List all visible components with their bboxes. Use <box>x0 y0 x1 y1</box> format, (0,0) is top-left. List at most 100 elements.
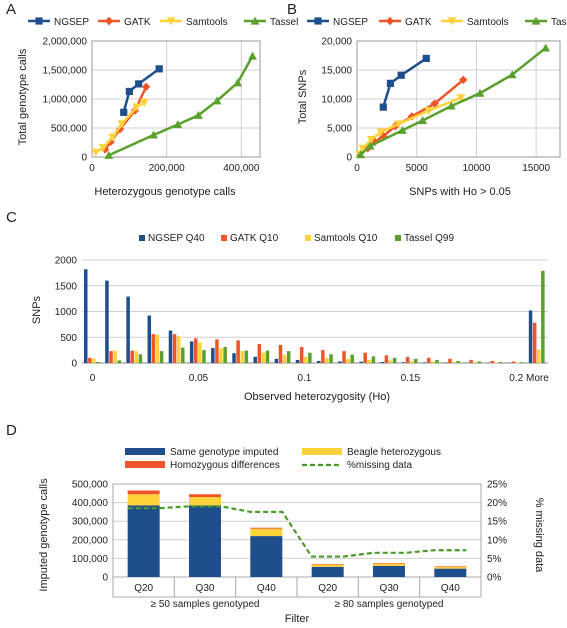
panel-b-legend-marker-1 <box>385 16 395 26</box>
panel-b-xtick-0: 0 <box>354 163 360 174</box>
panel-d-bar-0-5 <box>434 568 467 577</box>
panel-c-bar-1-15 <box>405 356 410 363</box>
panel-b-axes: 0 5,000 10,000 15,000 20,000 0 5000 10000 15000 <box>321 37 561 174</box>
panel-d-label: D <box>6 422 17 439</box>
panel-a-point-3-2 <box>173 120 183 129</box>
panel-b-ylabel: Total SNPs <box>297 69 309 124</box>
panel-d-xtick-5: Q40 <box>441 583 460 594</box>
panel-c-label: C <box>6 209 17 226</box>
panel-d-bar-1-2 <box>250 528 283 537</box>
panel-d-bar-2-3 <box>311 563 344 565</box>
panel-a-point-2-5 <box>139 98 149 107</box>
panel-a-xlabel: Heterozygous genotype calls <box>94 186 236 198</box>
panel-d-legend-label-3: %missing data <box>347 460 412 471</box>
panel-c-bar-1-16 <box>427 357 431 363</box>
panel-d-bar-1-4 <box>373 563 405 566</box>
panel-a-point-3-6 <box>248 51 257 60</box>
panel-a-point-2-0 <box>91 148 101 157</box>
panel-a-point-3-5 <box>233 78 242 87</box>
panel-a-point-3-4 <box>212 96 222 105</box>
panel-c-bar-3-18 <box>477 361 482 363</box>
panel-b-point-3-6 <box>507 70 517 79</box>
panel-c-bar-0-4 <box>168 330 173 363</box>
panel-c-bar-2-0 <box>92 358 96 363</box>
panel-c-ytick-1: 500 <box>60 333 77 344</box>
panel-c-xlabel: Observed heterozygosity (Ho) <box>244 391 390 403</box>
panel-d-bar-1-1 <box>189 497 221 506</box>
panel-d-ytick-1: 100,000 <box>72 554 109 565</box>
panel-b-point-3-2 <box>397 125 407 134</box>
panel-b-ytick-1: 5,000 <box>327 124 352 135</box>
panel-b-point-0-2 <box>397 71 405 79</box>
panel-d-ytick-4: 400,000 <box>72 498 109 509</box>
panel-c-bar-2-7 <box>240 351 244 363</box>
panel-b-legend-marker-0 <box>314 17 322 25</box>
panel-d-bar-0-0 <box>127 505 160 577</box>
panel-a-point-2-1 <box>98 144 108 153</box>
panel-b-frame <box>356 40 561 158</box>
panel-d-y2tick-2: 10% <box>487 535 507 546</box>
panel-d-legend-label-2: Homozygous differences <box>170 460 280 471</box>
panel-b-ytick-0: 0 <box>346 153 352 164</box>
panel-c-bar-0-5 <box>189 341 194 363</box>
panel-c-bar-3-0 <box>96 361 100 363</box>
panel-b-xtick-3: 15000 <box>522 163 550 174</box>
panel-c-bar-2-5 <box>198 342 202 363</box>
panel-c-bar-0-14 <box>380 361 385 363</box>
panel-a-point-3-0 <box>104 150 114 159</box>
panel-a-point-0-2 <box>135 80 143 88</box>
panel-b-point-1-5 <box>430 99 439 108</box>
panel-b-point-2-3 <box>376 128 386 137</box>
panel-c-legend-swatch-2 <box>305 235 311 241</box>
panel-c-bar-1-11 <box>321 350 325 363</box>
panel-b-legend: NGSEP GATK Samtools Tassel <box>307 16 567 28</box>
panel-a-series-line-0 <box>122 67 160 113</box>
panel-c-bar-1-3 <box>151 334 156 363</box>
panel-d-legend-swatch-0 <box>125 448 165 455</box>
panel-c-bar-1-10 <box>299 347 304 363</box>
panel-b-point-2-5 <box>424 107 434 115</box>
panel-a-ytick-4: 2,000,000 <box>43 37 88 48</box>
panel-c-bar-2-8 <box>261 352 266 363</box>
panel-b-point-2-4 <box>394 120 404 129</box>
panel-c-bar-1-6 <box>215 339 219 363</box>
panel-c-bar-1-4 <box>172 334 177 363</box>
panel-b-ytick-3: 15,000 <box>321 66 352 77</box>
panel-c-xtick-4: 0.2 <box>509 373 523 384</box>
panel-d-bar-1-3 <box>311 564 344 567</box>
panel-d-xtick-2: Q40 <box>257 583 276 594</box>
panel-b-xtick-2: 10000 <box>463 163 491 174</box>
panel-c-legend-swatch-0 <box>139 235 145 241</box>
panel-d-ylabel: Imputed genotype calls <box>38 478 50 592</box>
panel-a-legend: NGSEP GATK Samtools Tassel <box>28 16 298 28</box>
panel-c-ytick-3: 1500 <box>55 281 78 292</box>
panel-d-y2label: % missing data <box>533 498 545 573</box>
panel-c-bar-0-1 <box>105 280 109 363</box>
panel-a-legend-label-1: GATK <box>124 17 151 28</box>
panel-c-bar-2-4 <box>176 336 181 363</box>
panel-d-ytick-2: 200,000 <box>72 535 109 546</box>
panel-a-point-0-0 <box>120 108 128 116</box>
panel-b-point-2-6 <box>456 94 466 103</box>
panel-b-series-line-0 <box>382 57 427 108</box>
panel-c-bar-2-20 <box>515 362 520 363</box>
panel-d-axes: 0 100,000 200,000 300,000 400,000 500,000 0% 5%… <box>72 480 507 611</box>
panel-c-bar-1-21 <box>532 322 537 363</box>
panel-c-bar-2-17 <box>452 361 456 363</box>
panel-d-bar-1-5 <box>434 566 467 569</box>
panel-a: A NGSEP GATK Samtools Tassel 0 500,000 1,000,… <box>6 1 298 198</box>
panel-c-bar-0-12 <box>338 361 342 363</box>
panel-d-xtick-1: Q30 <box>196 583 215 594</box>
panel-c-xtick-0: 0 <box>90 373 96 384</box>
panel-d-group-label-1: ≥ 80 samples genotyped <box>335 599 444 610</box>
panel-c-xtick-2: 0.1 <box>297 373 311 384</box>
panel-d-group-label-0: ≥ 50 samples genotyped <box>151 599 260 610</box>
panel-b-point-3-5 <box>475 88 485 97</box>
panel-a-point-3-1 <box>149 130 158 139</box>
panel-c-bar-3-14 <box>392 357 397 363</box>
panel-b-point-3-7 <box>541 43 551 52</box>
panel-c-legend-swatch-3 <box>395 235 401 241</box>
panel-c-bar-0-17 <box>444 362 448 363</box>
panel-b-series <box>354 43 551 159</box>
